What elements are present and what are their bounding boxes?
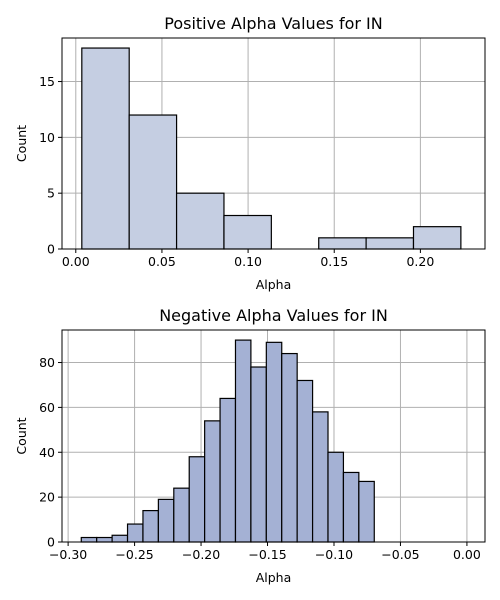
x-tick-label: −0.25 xyxy=(115,547,153,562)
histogram-bar xyxy=(173,487,190,543)
positive-alpha-histogram: Positive Alpha Values for IN 0.00 0.05 0.1… xyxy=(14,14,486,292)
y-tick-label: 60 xyxy=(39,400,55,415)
histogram-bar xyxy=(265,341,283,543)
y-tick-label: 20 xyxy=(39,490,55,505)
x-tick-label: −0.20 xyxy=(182,547,220,562)
histogram-bar xyxy=(223,214,272,250)
plot-frame xyxy=(61,329,486,543)
histogram-bar xyxy=(342,471,360,543)
y-ticks: 0 5 10 15 xyxy=(39,74,62,257)
histogram-bar xyxy=(250,366,267,543)
histogram-bar xyxy=(412,226,462,250)
x-tick-label: 0.00 xyxy=(62,254,90,269)
histogram-bar xyxy=(142,509,159,543)
histogram-bar xyxy=(358,480,375,543)
chart-title: Positive Alpha Values for IN xyxy=(164,14,382,33)
histogram-bar xyxy=(318,237,367,250)
histogram-bar xyxy=(296,379,314,543)
histogram-bar xyxy=(188,456,206,543)
bars xyxy=(81,47,462,250)
y-tick-label: 15 xyxy=(39,74,55,89)
y-axis-label: Count xyxy=(14,125,29,162)
y-tick-label: 5 xyxy=(47,186,55,201)
bars xyxy=(80,339,375,543)
histogram-bar xyxy=(204,420,221,543)
histogram-bar xyxy=(311,411,329,543)
histogram-bar xyxy=(365,237,415,250)
y-ticks: 0 20 40 60 80 xyxy=(39,355,62,550)
histogram-bar xyxy=(327,451,345,543)
y-axis-label: Count xyxy=(14,417,29,454)
y-tick-label: 80 xyxy=(39,355,55,370)
x-tick-label: −0.10 xyxy=(315,547,353,562)
y-tick-label: 40 xyxy=(39,445,55,460)
negative-alpha-histogram: Negative Alpha Values for IN −0.30 −0.25−… xyxy=(14,306,486,585)
x-tick-label: −0.05 xyxy=(381,547,419,562)
histogram-bar xyxy=(234,339,252,543)
histogram-bar xyxy=(219,397,237,543)
x-ticks: 0.00 0.05 0.10 0.15 0.20 xyxy=(62,249,434,269)
histogram-bar xyxy=(81,47,130,250)
x-tick-label: −0.30 xyxy=(49,547,87,562)
x-axis-label: Alpha xyxy=(256,570,292,585)
y-tick-label: 10 xyxy=(39,130,55,145)
chart-title: Negative Alpha Values for IN xyxy=(159,306,388,325)
y-tick-label: 0 xyxy=(47,242,55,257)
x-tick-label: 0.05 xyxy=(148,254,176,269)
x-tick-label: 0.20 xyxy=(406,254,434,269)
histogram-bar xyxy=(281,352,298,543)
histogram-bar xyxy=(175,192,225,250)
x-tick-label: 0.15 xyxy=(320,254,348,269)
histogram-bar xyxy=(126,523,144,543)
plot-frame xyxy=(61,37,486,250)
histogram-bar xyxy=(80,536,98,543)
histogram-bar xyxy=(128,114,178,250)
x-tick-label: 0.00 xyxy=(453,547,481,562)
histogram-bar xyxy=(157,498,175,543)
histogram-bar xyxy=(111,534,129,543)
x-axis-label: Alpha xyxy=(256,277,292,292)
histogram-bar xyxy=(96,536,113,543)
x-tick-label: 0.10 xyxy=(234,254,262,269)
x-tick-label: −0.15 xyxy=(248,547,286,562)
x-ticks: −0.30 −0.25 −0.20 −0.15 −0.10 −0.05 0.00 xyxy=(49,542,481,562)
y-tick-label: 0 xyxy=(47,535,55,550)
